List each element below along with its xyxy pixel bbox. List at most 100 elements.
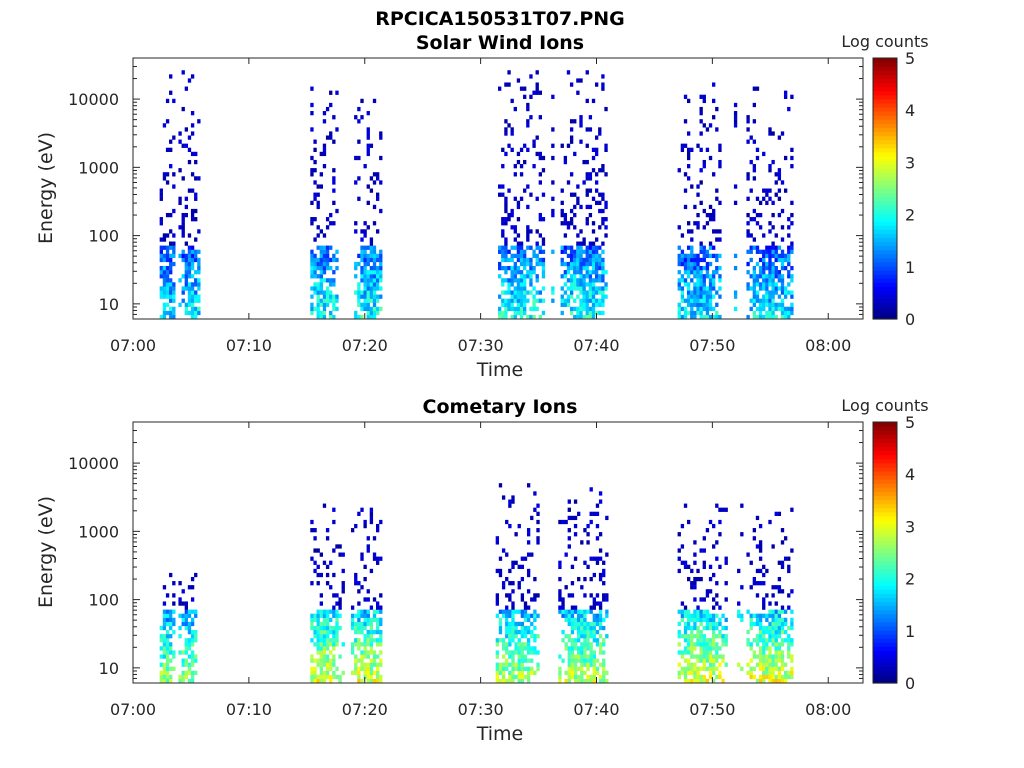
spectrogram-cell [774, 233, 778, 238]
spectrogram-cell [181, 674, 185, 680]
spectrogram-cell [790, 245, 794, 250]
spectrogram-cell [363, 245, 367, 250]
spectrogram-cell [313, 560, 317, 565]
spectrogram-cell [533, 670, 537, 676]
spectrogram-cell [566, 302, 571, 307]
spectrogram-cell [579, 261, 583, 267]
spectrogram-cell [768, 658, 772, 663]
spectrogram-cell [504, 241, 508, 246]
spectrogram-cell [372, 298, 377, 303]
spectrogram-cell [604, 172, 608, 177]
spectrogram-cell [551, 208, 555, 214]
spectrogram-cell [511, 658, 515, 663]
spectrogram-cell [589, 519, 593, 525]
spectrogram-cell [366, 674, 370, 680]
spectrogram-cell [602, 650, 606, 655]
spectrogram-cell [551, 249, 555, 254]
spectrogram-cell [319, 670, 323, 676]
spectrogram-cell [690, 638, 694, 643]
spectrogram-cell [771, 654, 775, 659]
spectrogram-cell [319, 629, 323, 635]
colorbar-segment [873, 188, 897, 194]
spectrogram-cell [592, 601, 596, 606]
spectrogram-cell [533, 507, 537, 512]
spectrogram-cell [780, 278, 785, 283]
spectrogram-cell [591, 290, 596, 295]
spectrogram-cell [184, 674, 189, 680]
spectrogram-cell [341, 642, 345, 647]
spectrogram-cell [580, 609, 584, 614]
spectrogram-cell [680, 278, 685, 283]
spectrogram-cell [504, 265, 508, 271]
spectrogram-cell [594, 135, 599, 140]
spectrogram-cell [329, 678, 333, 684]
spectrogram-cell [357, 617, 361, 623]
spectrogram-cell [529, 270, 533, 275]
spectrogram-cell [601, 82, 605, 87]
spectrogram-cell [598, 245, 602, 250]
spectrogram-cell [372, 294, 377, 299]
spectrogram-cell [187, 642, 192, 647]
spectrogram-cell [535, 278, 539, 283]
spectrogram-cell [708, 282, 713, 287]
spectrogram-cell [783, 629, 788, 635]
spectrogram-cell [563, 282, 568, 287]
spectrogram-cell [541, 257, 546, 263]
spectrogram-cell [699, 609, 703, 614]
spectrogram-cell [690, 290, 694, 295]
spectrogram-cell [563, 270, 568, 275]
spectrogram-cell [538, 172, 542, 177]
spectrogram-cell [690, 670, 694, 676]
spectrogram-cell [683, 282, 688, 287]
spectrogram-cell [530, 634, 534, 639]
spectrogram-cell [768, 290, 772, 295]
spectrogram-cell [519, 286, 524, 291]
spectrogram-cell [561, 638, 565, 643]
x-tick-label: 07:00 [110, 700, 156, 719]
spectrogram-cell [181, 678, 185, 684]
spectrogram-cell [577, 646, 581, 651]
spectrogram-cell [749, 298, 753, 303]
spectrogram-cell [758, 666, 763, 671]
spectrogram-cell [350, 646, 355, 651]
spectrogram-cell [190, 188, 195, 193]
spectrogram-cell [718, 237, 722, 242]
spectrogram-cell [690, 306, 694, 312]
spectrogram-cell [519, 253, 524, 259]
spectrogram-cell [758, 548, 763, 553]
spectrogram-cell [372, 552, 377, 557]
spectrogram-cell [172, 172, 176, 177]
spectrogram-cell [517, 670, 521, 676]
spectrogram-cell [771, 666, 775, 671]
spectrogram-cell [159, 634, 163, 639]
spectrogram-cell [591, 265, 596, 271]
spectrogram-cell [686, 274, 691, 279]
spectrogram-cell [519, 310, 524, 316]
spectrogram-cell [777, 609, 782, 614]
spectrogram-cell [501, 147, 505, 152]
spectrogram-cell [762, 314, 766, 320]
spectrogram-cell [708, 274, 713, 279]
spectrogram-cell [583, 528, 587, 533]
spectrogram-cell [194, 249, 198, 254]
spectrogram-cell [708, 650, 713, 655]
spectrogram-cell [774, 249, 778, 254]
spectrogram-cell [696, 274, 700, 279]
spectrogram-cell [178, 131, 182, 136]
spectrogram-cell [589, 642, 593, 647]
spectrogram-cell [690, 617, 694, 623]
spectrogram-cell [777, 658, 782, 663]
spectrogram-cell [535, 306, 539, 312]
spectrogram-cell [579, 310, 583, 316]
spectrogram-cell [523, 257, 527, 263]
spectrogram-cell [551, 298, 555, 303]
spectrogram-cell [582, 159, 586, 165]
spectrogram-cell [598, 609, 603, 614]
y-tick-label: 10 [99, 659, 119, 678]
spectrogram-cell [780, 609, 785, 614]
spectrogram-cell [586, 532, 590, 537]
spectrogram-cell [379, 674, 383, 680]
spectrogram-cell [702, 609, 706, 614]
spectrogram-cell [787, 274, 791, 279]
spectrogram-cell [598, 613, 603, 618]
